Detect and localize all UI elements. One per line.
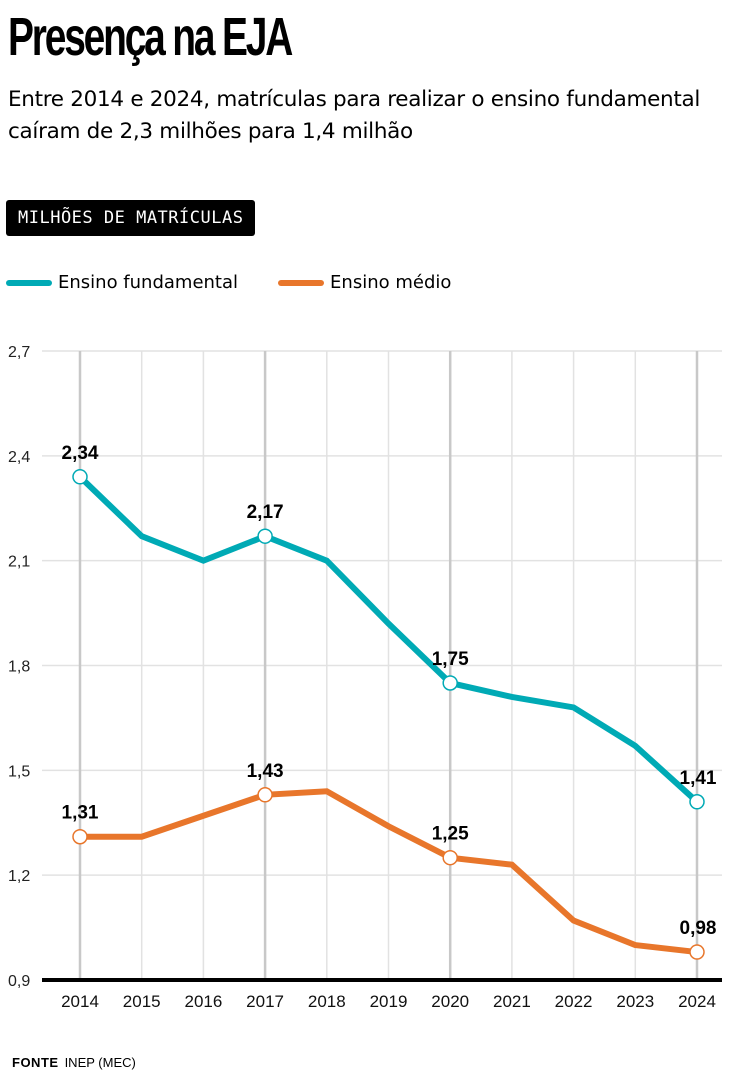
legend-item-fundamental: Ensino fundamental — [6, 272, 238, 293]
y-tick-label: 1,2 — [8, 868, 30, 885]
y-tick-label: 2,1 — [8, 554, 30, 571]
x-tick-label: 2016 — [184, 992, 222, 1011]
data-point-marker — [442, 675, 458, 691]
legend-item-medio: Ensino médio — [278, 272, 451, 293]
line-chart: 0,9 1,2 1,5 1,8 2,1 2,4 2,7 2014 2015 2016 2017 201… — [8, 344, 722, 1011]
data-point-marker — [72, 828, 88, 845]
x-tick-label: 2019 — [370, 992, 408, 1011]
series-line-medio — [77, 788, 700, 956]
legend-swatch-medio — [278, 279, 325, 286]
data-label: 1,25 — [432, 824, 469, 845]
y-tick-label: 0,9 — [8, 973, 30, 990]
x-tick-label: 2018 — [308, 992, 346, 1011]
x-tick-label: 2024 — [678, 992, 716, 1011]
data-point-marker — [72, 469, 88, 485]
source-note: FONTE INEP (MEC) — [12, 1055, 136, 1070]
series-line-fundamental — [77, 473, 700, 805]
unit-badge: MILHÕES DE MATRÍCULAS — [6, 200, 256, 236]
y-tick-label: 1,8 — [8, 659, 30, 676]
data-point-marker — [257, 787, 273, 803]
x-tick-label: 2022 — [555, 992, 593, 1011]
y-tick-label: 1,5 — [8, 763, 30, 780]
x-tick-label: 2020 — [431, 992, 469, 1011]
data-label: 1,75 — [432, 649, 469, 670]
data-point-marker — [689, 794, 705, 810]
data-label: 1,43 — [247, 761, 284, 782]
legend-label-fundamental: Ensino fundamental — [58, 272, 239, 293]
data-point-marker — [442, 849, 458, 866]
data-label: 2,17 — [247, 502, 284, 523]
x-tick-label: 2015 — [123, 992, 161, 1011]
data-point-marker — [689, 944, 705, 960]
data-label: 1,31 — [62, 803, 99, 824]
source-label: FONTE — [12, 1055, 59, 1070]
legend-label-medio: Ensino médio — [330, 272, 452, 293]
data-point-marker — [257, 528, 273, 544]
x-tick-label: 2014 — [61, 992, 99, 1011]
x-tick-label: 2017 — [246, 992, 284, 1011]
chart-subtitle: Entre 2014 e 2024, matrículas para reali… — [8, 87, 701, 144]
data-label: 0,98 — [680, 918, 717, 939]
data-label: 2,34 — [62, 443, 99, 464]
chart-title: Presença na EJA — [8, 7, 293, 67]
x-tick-label: 2023 — [616, 992, 654, 1011]
source-text: INEP (MEC) — [64, 1055, 136, 1070]
legend: Ensino fundamental Ensino médio — [6, 272, 491, 293]
data-label: 1,41 — [680, 768, 717, 789]
y-tick-label: 2,4 — [8, 449, 30, 466]
x-tick-label: 2021 — [493, 992, 531, 1011]
legend-swatch-fundamental — [6, 279, 52, 286]
y-tick-label: 2,7 — [8, 344, 30, 361]
